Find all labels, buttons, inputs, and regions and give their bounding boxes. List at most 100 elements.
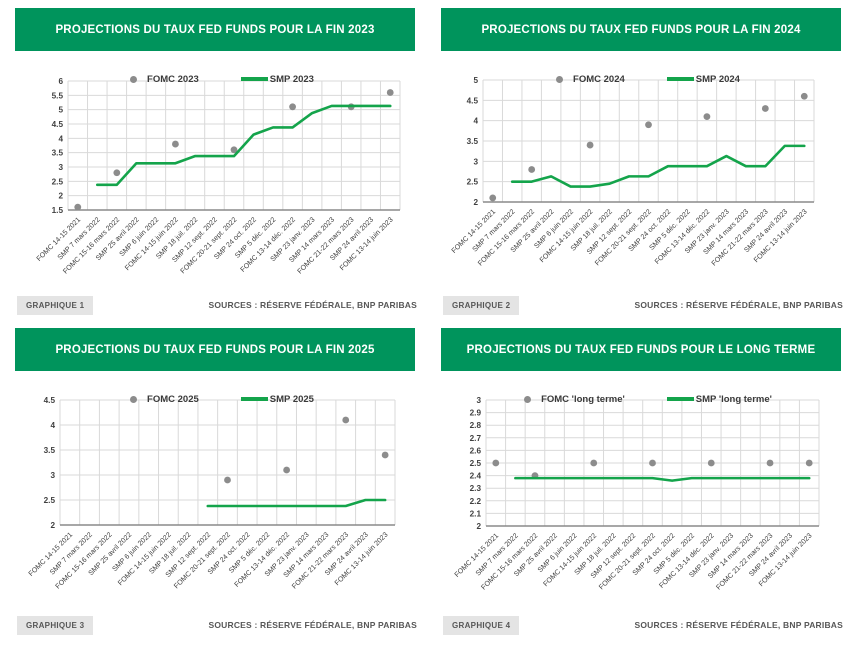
fomc-dot-marker-icon (130, 395, 138, 403)
y-tick-label: 2.5 (467, 178, 479, 187)
smp-line-series (510, 144, 806, 188)
y-tick-label: 1.5 (52, 206, 64, 215)
fomc-dot (528, 166, 536, 173)
smp-line-marker-icon (666, 397, 694, 401)
legend-entry-fomc: FOMC 2024 (556, 74, 625, 85)
graphique-badge: GRAPHIQUE 4 (443, 616, 520, 635)
sources-label: SOURCES : RÉSERVE FÉDÉRALE, BNP PARIBAS (634, 300, 843, 310)
y-tick-label: 4.5 (44, 396, 56, 405)
y-tick-label: 2 (473, 198, 478, 207)
fomc-dot (645, 121, 652, 129)
chart-legend: FOMC 2023 SMP 2023 (44, 71, 400, 87)
chart-card-long-terme: PROJECTIONS DU TAUX FED FUNDS POUR LE LO… (426, 320, 852, 647)
y-tick-label: 2.2 (470, 497, 482, 506)
y-tick-label: 2 (476, 522, 481, 531)
legend-label-fomc: FOMC 2024 (573, 73, 625, 85)
fomc-dot (224, 476, 231, 484)
chart-legend: FOMC 'long terme' SMP 'long terme' (470, 391, 826, 407)
fomc-dot (386, 89, 394, 96)
y-tick-label: 4.5 (52, 120, 64, 129)
smp-line-series (206, 498, 387, 508)
sources-label: SOURCES : RÉSERVE FÉDÉRALE, BNP PARIBAS (208, 620, 417, 630)
fomc-dot (800, 92, 808, 100)
fomc-dot (342, 416, 350, 424)
y-tick-label: 2.4 (470, 472, 482, 481)
y-tick-label: 3 (473, 157, 478, 166)
y-tick-label: 3.5 (44, 446, 56, 455)
fomc-dot (707, 459, 715, 467)
smp-line-marker-icon (240, 397, 268, 401)
fomc-dot (283, 466, 291, 474)
legend-entry-smp: SMP 2023 (240, 73, 314, 85)
legend-entry-fomc: FOMC 2023 (130, 74, 199, 85)
graphique-badge: GRAPHIQUE 2 (443, 296, 520, 315)
legend-entry-smp: SMP 2024 (666, 73, 740, 85)
y-tick-label: 2.5 (52, 177, 64, 186)
y-tick-label: 2 (58, 192, 63, 201)
y-tick-label: 2.5 (470, 459, 482, 468)
fomc-dot (172, 140, 179, 148)
chart-title-banner: PROJECTIONS DU TAUX FED FUNDS POUR LA FI… (441, 8, 841, 51)
y-tick-label: 2.3 (470, 484, 482, 493)
y-tick-label: 4.5 (467, 96, 479, 105)
y-tick-label: 2.5 (44, 496, 56, 505)
chart-title-banner: PROJECTIONS DU TAUX FED FUNDS POUR LA FI… (15, 328, 415, 371)
fomc-dot (74, 203, 82, 211)
legend-entry-smp: SMP 2025 (240, 393, 314, 405)
y-tick-label: 3 (50, 471, 55, 480)
fomc-dot (230, 146, 238, 154)
chart-card-fin-2023: PROJECTIONS DU TAUX FED FUNDS POUR LA FI… (0, 0, 426, 320)
fomc-dot-marker-icon (130, 75, 138, 83)
smp-line-series (95, 104, 392, 187)
y-tick-label: 5.5 (52, 91, 64, 100)
fomc-dot (766, 459, 774, 467)
y-tick-label: 2.8 (470, 421, 482, 430)
legend-entry-fomc: FOMC 'long terme' (524, 394, 625, 405)
graphique-badge: GRAPHIQUE 1 (17, 296, 94, 315)
legend-label-fomc: FOMC 'long terme' (541, 393, 625, 405)
fomc-dot (805, 459, 813, 467)
y-tick-label: 2.7 (470, 434, 482, 443)
y-tick-label: 4 (58, 134, 63, 143)
chart-title-banner: PROJECTIONS DU TAUX FED FUNDS POUR LA FI… (15, 8, 415, 51)
smp-line-series (514, 476, 811, 482)
y-tick-label: 3 (58, 163, 63, 172)
fomc-dot (761, 105, 769, 112)
y-tick-label: 2.9 (470, 409, 482, 418)
y-tick-label: 5 (58, 106, 63, 115)
legend-label-fomc: FOMC 2025 (147, 393, 199, 405)
chart-title-banner: PROJECTIONS DU TAUX FED FUNDS POUR LE LO… (441, 328, 841, 371)
fomc-dot-marker-icon (524, 395, 532, 403)
legend-entry-fomc: FOMC 2025 (130, 394, 199, 405)
fomc-dot (489, 194, 497, 202)
fomc-dot (113, 169, 121, 177)
y-tick-label: 2 (50, 521, 55, 530)
y-tick-label: 3.5 (467, 137, 479, 146)
y-tick-label: 2.1 (470, 509, 482, 518)
fomc-dot (492, 459, 500, 467)
fomc-dot (590, 459, 598, 467)
fomc-dot (649, 459, 656, 467)
chart-legend: FOMC 2025 SMP 2025 (44, 391, 400, 407)
chart-card-fin-2024: PROJECTIONS DU TAUX FED FUNDS POUR LA FI… (426, 0, 852, 320)
legend-label-smp: SMP 2025 (269, 393, 314, 405)
legend-label-smp: SMP 2024 (695, 73, 740, 85)
y-tick-label: 5 (473, 76, 478, 85)
legend-label-smp: SMP 'long terme' (695, 393, 772, 405)
fomc-dot (289, 103, 296, 111)
chart-card-fin-2025: PROJECTIONS DU TAUX FED FUNDS POUR LA FI… (0, 320, 426, 647)
legend-entry-smp: SMP 'long terme' (666, 393, 772, 405)
y-tick-label: 4 (473, 117, 478, 126)
legend-label-smp: SMP 2023 (269, 73, 314, 85)
legend-label-fomc: FOMC 2023 (147, 73, 199, 85)
sources-label: SOURCES : RÉSERVE FÉDÉRALE, BNP PARIBAS (634, 620, 843, 630)
graphique-badge: GRAPHIQUE 3 (17, 616, 94, 635)
chart-legend: FOMC 2024 SMP 2024 (470, 71, 826, 87)
fomc-dot (586, 141, 594, 149)
y-tick-label: 6 (58, 77, 63, 86)
